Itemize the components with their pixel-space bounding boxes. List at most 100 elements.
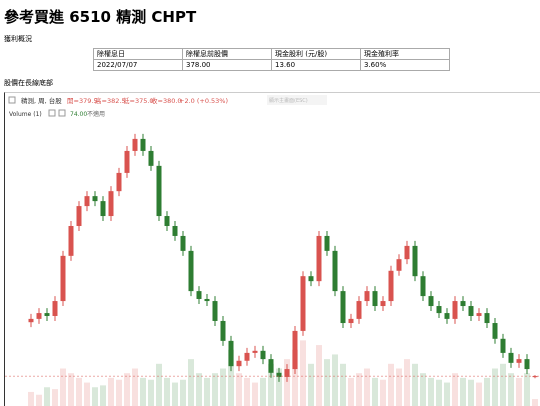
volume-bar — [452, 373, 458, 406]
candle-body — [333, 251, 338, 291]
cell: 13.60 — [272, 60, 361, 71]
volume-bar — [316, 345, 322, 406]
candle-body — [37, 313, 42, 319]
candle-body — [325, 236, 330, 251]
volume-bar — [340, 364, 346, 406]
candle-body — [221, 321, 226, 341]
volume-bar — [500, 364, 506, 406]
candle-body — [45, 313, 50, 316]
candle-body — [213, 301, 218, 321]
volume-bar — [44, 387, 50, 406]
volume-bar — [484, 378, 490, 406]
candle-body — [373, 291, 378, 306]
volume-note: 不適用 — [87, 110, 105, 118]
volume-bar — [148, 380, 154, 406]
candle-body — [349, 319, 354, 323]
volume-bar — [428, 378, 434, 406]
candle-body — [85, 196, 90, 206]
open-label: 開=379.5 — [67, 97, 98, 105]
candle-body — [261, 351, 266, 359]
candle-body — [157, 166, 162, 216]
volume-bar — [204, 378, 210, 406]
volume-bar — [116, 380, 122, 406]
candle-body — [253, 351, 258, 353]
volume-bar — [28, 392, 34, 406]
candle-body — [509, 353, 514, 363]
candle-body — [357, 301, 362, 319]
volume-bar — [236, 373, 242, 406]
candle-body — [101, 201, 106, 216]
volume-bar — [164, 378, 170, 406]
candle-body — [517, 359, 522, 363]
candle-body — [453, 301, 458, 319]
cell: 3.60% — [361, 60, 450, 71]
candle-body — [173, 226, 178, 236]
candle-body — [141, 139, 146, 151]
candle-body — [133, 139, 138, 151]
candle-body — [285, 369, 290, 377]
volume-value: 74.00 — [70, 111, 87, 118]
high-label: 高=382.5 — [95, 96, 126, 105]
candle-body — [381, 301, 386, 306]
volume-bar — [420, 373, 426, 406]
volume-name[interactable]: Volume (1) — [9, 111, 42, 118]
volume-bar — [196, 373, 202, 406]
candle-body — [445, 313, 450, 319]
volume-bar — [348, 378, 354, 406]
volume-bar — [524, 373, 530, 406]
candle-body — [493, 323, 498, 339]
candle-body — [405, 246, 410, 259]
hint[interactable]: 顯示主畫面(ESC) — [269, 97, 308, 104]
candle-body — [365, 291, 370, 301]
volume-bar — [212, 373, 218, 406]
volume-bar — [380, 380, 386, 406]
dividend-table: 除權息日 除權息前股價 現金股利 (元/股) 現金殖利率 2022/07/07 … — [93, 48, 450, 71]
volume-bar — [492, 369, 498, 406]
menu-icon[interactable] — [9, 97, 15, 103]
close-label: 收=380.0 — [151, 96, 182, 105]
page-title: 參考買進 6510 精測 CHPT — [4, 6, 196, 27]
candle-body — [109, 191, 114, 216]
volume-bar — [172, 383, 178, 406]
candle-body — [293, 331, 298, 369]
candle-body — [125, 151, 130, 173]
header-cell: 現金殖利率 — [361, 49, 450, 60]
volume-bar — [68, 373, 74, 406]
candle-body — [165, 216, 170, 226]
close-icon[interactable] — [59, 110, 65, 116]
candle-body — [429, 296, 434, 306]
header-cell: 現金股利 (元/股) — [272, 49, 361, 60]
candle-body — [61, 256, 66, 301]
volume-bar — [180, 380, 186, 406]
note: 股價在長線底部 — [4, 78, 53, 88]
volume-bar — [388, 364, 394, 406]
cell: 2022/07/07 — [94, 60, 183, 71]
volume-bar — [372, 378, 378, 406]
candle-body — [53, 301, 58, 316]
candle-body — [245, 353, 250, 361]
volume-bar — [244, 378, 250, 406]
candle-body — [501, 339, 506, 353]
candle-body — [205, 299, 210, 301]
candle-body — [93, 196, 98, 201]
volume-bar — [332, 354, 338, 406]
volume-bar — [84, 383, 90, 406]
volume-bar — [324, 359, 330, 406]
candle-body — [69, 226, 74, 256]
low-label: 低=375.0 — [123, 96, 154, 105]
candle-body — [389, 271, 394, 301]
header-cell: 除權息前股價 — [183, 49, 272, 60]
candle-body — [197, 291, 202, 299]
change-label: +2.0 (+0.53%) — [179, 97, 228, 105]
volume-bar — [476, 383, 482, 406]
settings-icon[interactable] — [49, 110, 55, 116]
volume-bar — [140, 378, 146, 406]
volume-bar — [220, 369, 226, 406]
candle-body — [437, 306, 442, 313]
candle-body — [397, 259, 402, 271]
header-cell: 除權息日 — [94, 49, 183, 60]
section-label: 獲利概況 — [4, 34, 32, 44]
symbol[interactable]: 精測, 周, 台股 — [21, 96, 62, 105]
candle-body — [181, 236, 186, 251]
